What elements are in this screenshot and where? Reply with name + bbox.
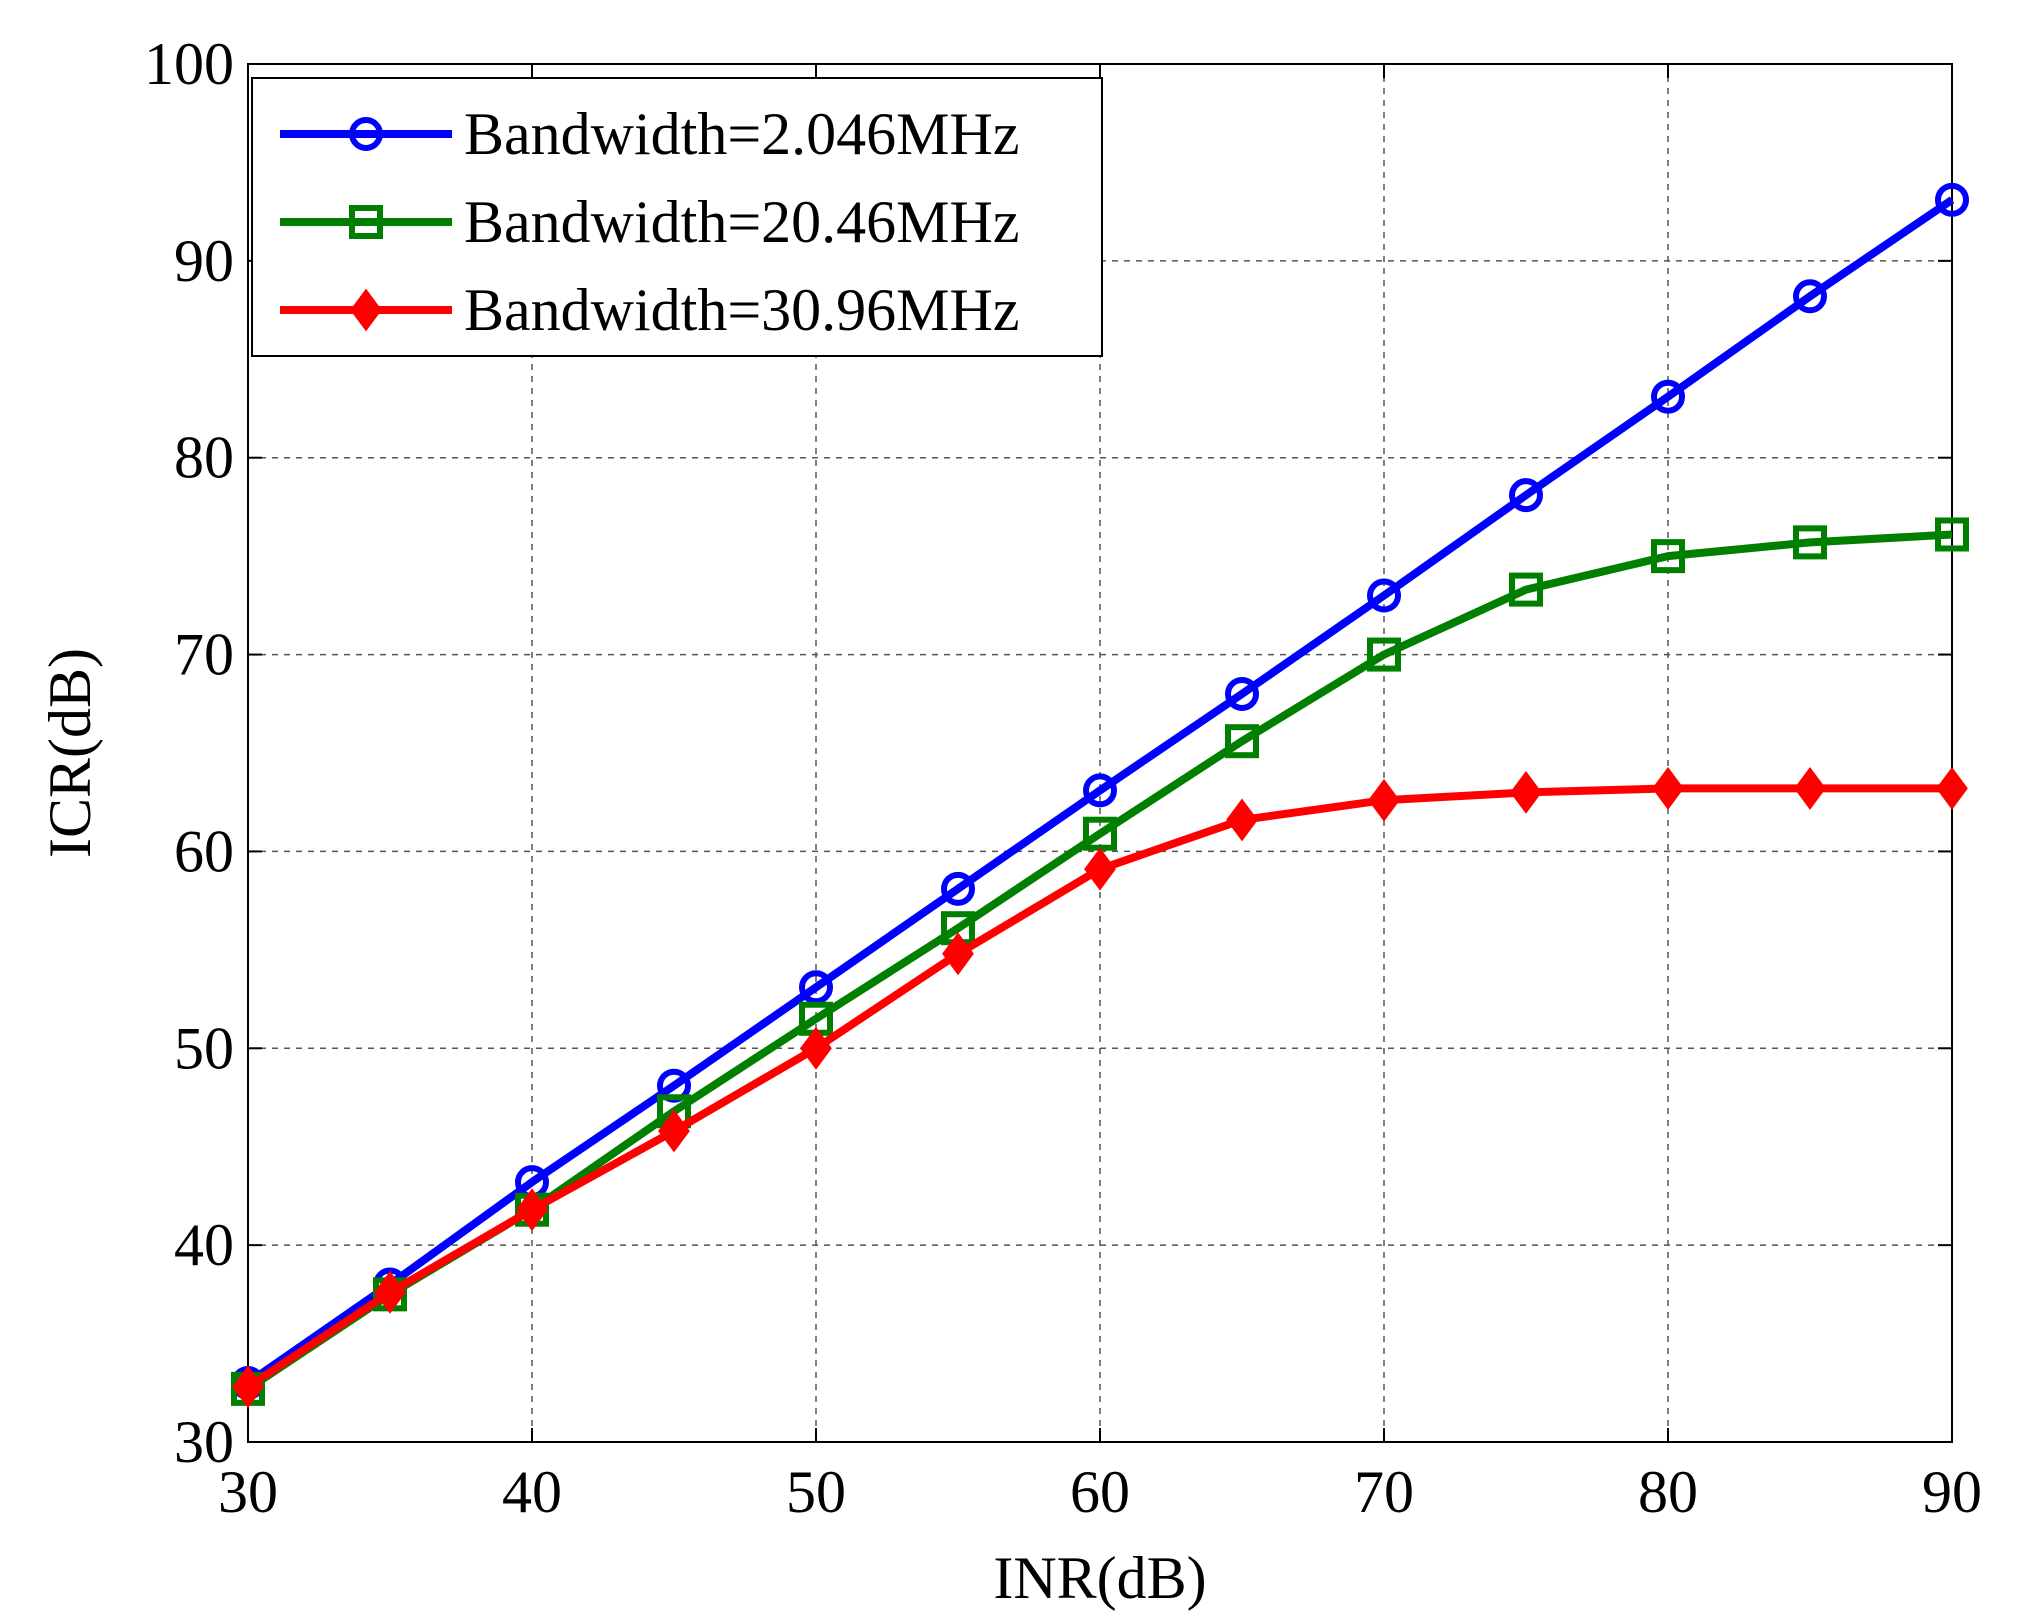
data-point [374, 1270, 406, 1314]
axis-ticks: 30 40 50 60 70 80 90 30 40 50 60 70 80 90 100 [144, 31, 1982, 1525]
x-tick-label: 60 [1070, 1459, 1130, 1525]
y-tick-label: 70 [174, 622, 234, 688]
y-tick-label: 100 [144, 31, 234, 97]
data-point [1510, 770, 1542, 814]
y-tick-label: 90 [174, 228, 234, 294]
x-axis-label: INR(dB) [993, 1545, 1206, 1611]
x-tick-label: 30 [218, 1459, 278, 1525]
x-tick-label: 40 [502, 1459, 562, 1525]
legend-item: Bandwidth=2.046MHz [280, 101, 1019, 167]
y-tick-label: 60 [174, 818, 234, 884]
legend-item: Bandwidth=30.96MHz [280, 277, 1019, 343]
data-point [1367, 637, 1401, 672]
data-point [1225, 724, 1259, 759]
data-point [1652, 767, 1684, 810]
y-tick-label: 40 [174, 1212, 234, 1278]
series-group [231, 182, 1969, 1400]
y-tick-label: 50 [174, 1015, 234, 1081]
data-point [1935, 182, 1969, 217]
data-point [658, 1109, 690, 1153]
series [231, 182, 1969, 1409]
series-group [232, 767, 1968, 1409]
data-point [349, 205, 383, 239]
data-point [1509, 572, 1543, 607]
data-point [1793, 279, 1827, 314]
data-point [942, 932, 974, 976]
data-point [1367, 578, 1401, 613]
data-point [1083, 816, 1117, 851]
data-point [800, 1026, 832, 1070]
data-point [1651, 539, 1685, 574]
data-point [1936, 767, 1968, 810]
x-tick-label: 50 [786, 1459, 846, 1525]
legend: Bandwidth=2.046MHz Bandwidth=20.46MHz Band… [251, 77, 1103, 357]
x-tick-label: 80 [1638, 1459, 1698, 1525]
data-point [799, 970, 833, 1005]
data-point [1794, 767, 1826, 810]
y-tick-label: 80 [174, 425, 234, 491]
y-tick-label: 30 [174, 1409, 234, 1475]
data-point [1793, 525, 1827, 560]
legend-label: Bandwidth=2.046MHz [464, 101, 1019, 167]
series-line [245, 196, 1955, 1387]
x-tick-label: 70 [1354, 1459, 1414, 1525]
data-point [1226, 798, 1258, 842]
data-point [941, 871, 975, 906]
data-point [516, 1188, 548, 1232]
legend-label: Bandwidth=20.46MHz [464, 189, 1019, 255]
legend-label: Bandwidth=30.96MHz [464, 277, 1019, 343]
data-point [1084, 847, 1116, 891]
data-point [350, 288, 382, 332]
data-point [349, 117, 383, 151]
data-point [1368, 778, 1400, 822]
data-point [1225, 676, 1259, 711]
data-point [1083, 773, 1117, 808]
data-point [1935, 517, 1969, 552]
y-axis-label: ICR(dB) [37, 648, 103, 858]
data-point [232, 1365, 264, 1409]
data-point [1651, 379, 1685, 414]
x-tick-label: 90 [1922, 1459, 1982, 1525]
data-point [1509, 478, 1543, 513]
legend-item: Bandwidth=20.46MHz [280, 189, 1019, 255]
